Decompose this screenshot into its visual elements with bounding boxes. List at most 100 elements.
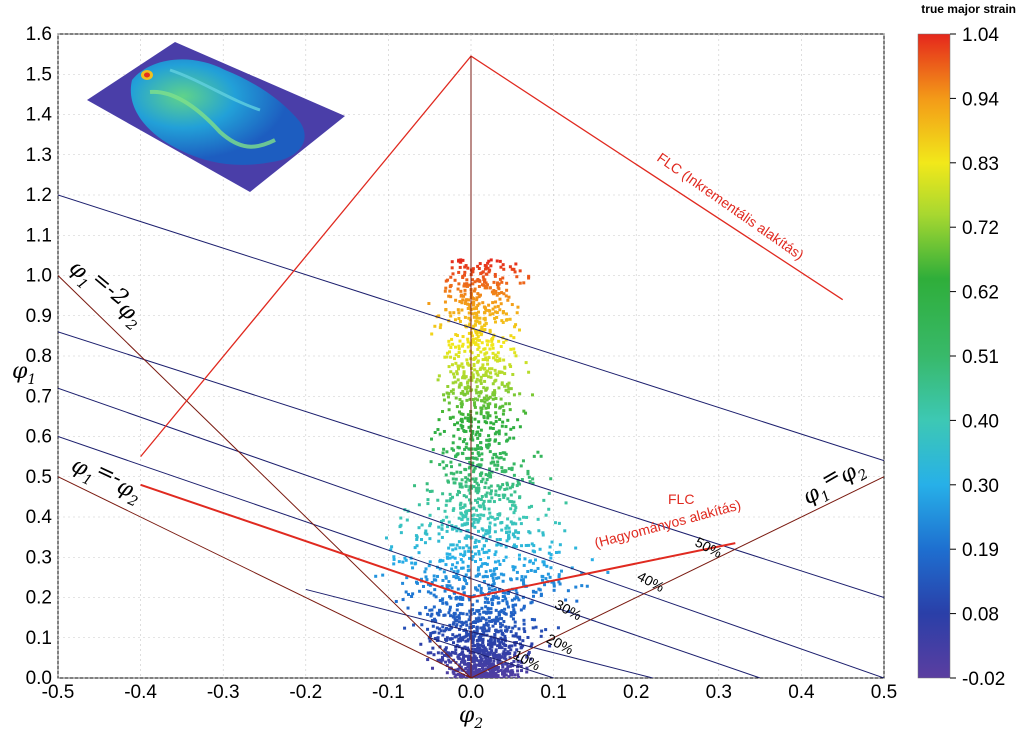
scatter-point (485, 386, 489, 390)
scatter-point (498, 562, 502, 566)
scatter-point (502, 684, 505, 687)
scatter-point (499, 683, 502, 686)
scatter-point (500, 609, 504, 613)
scatter-point (482, 504, 486, 508)
scatter-point (434, 595, 438, 599)
scatter-point (454, 396, 458, 400)
scatter-point (542, 563, 546, 567)
scatter-point (491, 682, 494, 685)
scatter-point (500, 683, 503, 686)
scatter-point (526, 469, 530, 473)
scatter-point (511, 565, 515, 569)
scatter-point (446, 395, 450, 399)
scatter-point (470, 669, 474, 673)
scatter-point (465, 670, 469, 674)
scatter-point (462, 653, 466, 657)
scatter-point (392, 555, 396, 559)
scatter-point (468, 413, 472, 417)
scatter-point (464, 299, 468, 303)
scatter-point (457, 616, 461, 620)
scatter-point (445, 515, 449, 519)
scatter-point (449, 346, 453, 350)
scatter-point (503, 469, 507, 473)
scatter-point (448, 552, 452, 556)
scatter-point (441, 658, 445, 662)
scatter-point (470, 486, 474, 490)
scatter-point (477, 635, 481, 639)
scatter-point (436, 612, 440, 616)
scatter-point (486, 665, 490, 669)
scatter-point (458, 339, 462, 343)
scatter-point (511, 522, 515, 526)
scatter-point (475, 306, 479, 310)
scatter-point (447, 520, 451, 524)
scatter-point (514, 632, 518, 636)
scatter-point (466, 639, 470, 643)
scatter-point (458, 300, 462, 304)
scatter-point (563, 529, 567, 533)
scatter-point (516, 655, 520, 659)
scatter-point (504, 388, 508, 392)
scatter-point (488, 402, 492, 406)
scatter-point (476, 497, 480, 501)
scatter-point (455, 470, 459, 474)
scatter-point (483, 379, 487, 383)
scatter-point (464, 386, 468, 390)
scatter-point (452, 570, 456, 574)
scatter-point (452, 375, 456, 379)
scatter-point (489, 475, 493, 479)
scatter-point (508, 317, 512, 321)
scatter-point (500, 683, 503, 686)
scatter-point (512, 609, 516, 613)
scatter-point (447, 392, 451, 396)
scatter-point (431, 631, 435, 635)
scatter-point (442, 653, 446, 657)
scatter-point (439, 629, 443, 633)
scatter-point (456, 367, 460, 371)
scatter-point (495, 595, 499, 599)
scatter-point (499, 629, 503, 633)
scatter-point (472, 300, 476, 304)
scatter-point (496, 644, 500, 648)
scatter-point (403, 626, 407, 630)
scatter-point (494, 405, 498, 409)
scatter-point (480, 616, 484, 620)
scatter-point (475, 370, 479, 374)
scatter-point (474, 380, 478, 384)
scatter-point (454, 625, 458, 629)
scatter-point (458, 485, 462, 489)
scatter-point (417, 526, 421, 530)
scatter-point (532, 544, 536, 548)
scatter-point (482, 283, 486, 287)
scatter-point (495, 683, 498, 686)
scatter-point (497, 676, 501, 678)
scatter-point (505, 539, 509, 543)
scatter-point (515, 679, 518, 682)
scatter-point (487, 486, 491, 490)
scatter-point (490, 649, 494, 653)
scatter-point (467, 632, 471, 636)
scatter-point (446, 479, 450, 483)
scatter-point (502, 495, 506, 499)
scatter-point (488, 662, 492, 666)
scatter-point (420, 623, 424, 627)
scatter-point (488, 674, 492, 678)
scatter-point (494, 411, 498, 415)
scatter-point (460, 603, 464, 607)
scatter-point (456, 569, 460, 573)
scatter-point (531, 626, 535, 630)
scatter-point (529, 644, 533, 648)
scatter-point (477, 549, 481, 553)
scatter-point (451, 563, 455, 567)
scatter-point (505, 288, 509, 292)
scatter-point (498, 417, 502, 421)
scatter-point (459, 423, 463, 427)
scatter-point (462, 494, 466, 498)
scatter-point (415, 544, 419, 548)
scatter-point (511, 683, 514, 686)
scatter-point (491, 382, 495, 386)
scatter-point (434, 636, 438, 640)
scatter-point (472, 364, 476, 368)
scatter-point (463, 282, 467, 286)
scatter-point (429, 460, 433, 464)
